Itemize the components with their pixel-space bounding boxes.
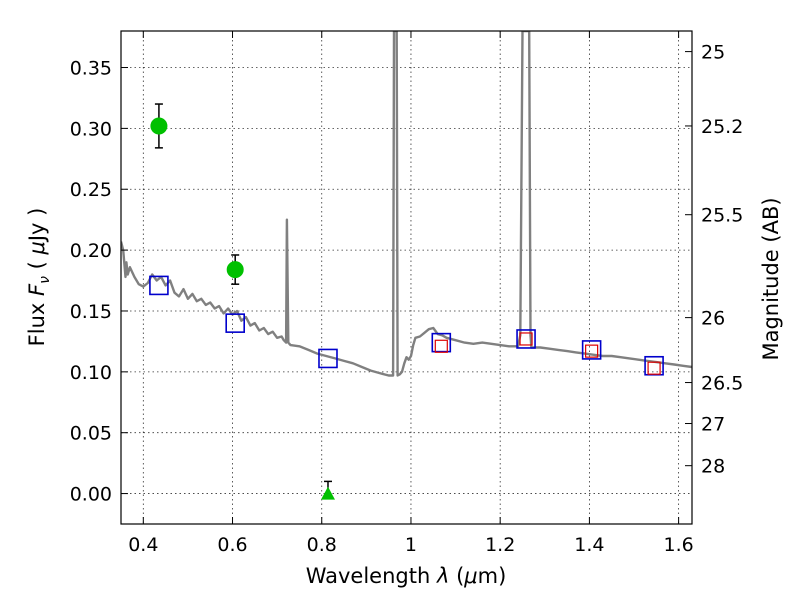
x-tick-label: 0.8 xyxy=(307,534,337,556)
y-axis-label: Flux Fν ( μJy ) xyxy=(25,208,53,347)
model-photometry-square xyxy=(149,275,169,296)
model-photometry-square xyxy=(581,340,602,360)
y-tick-label: 0.25 xyxy=(70,179,112,201)
y2-axis-label: Magnitude (AB) xyxy=(759,197,783,360)
plot-frame xyxy=(120,30,693,525)
y-tick-label: 0.10 xyxy=(70,362,112,384)
observed-photometry-square xyxy=(647,361,661,375)
y-tick-label: 0.00 xyxy=(70,484,112,506)
plot-background xyxy=(121,31,692,524)
series-layer xyxy=(121,31,692,500)
model-photometry-square xyxy=(318,348,338,369)
x-axis-label: Wavelength λ (μm) xyxy=(306,564,507,588)
observed-flux-point xyxy=(150,117,168,135)
x-tick-label: 1.2 xyxy=(485,534,515,556)
x-tick-label: 0.4 xyxy=(128,534,158,556)
grid-layer xyxy=(121,31,692,524)
y2-tick-label: 25.5 xyxy=(701,205,743,227)
model-photometry-square xyxy=(431,332,452,353)
y2-tick-label: 27 xyxy=(701,414,725,436)
y2-tick-label: 25 xyxy=(701,42,725,64)
y2-tick-label: 28 xyxy=(701,456,725,478)
y-tick-label: 0.30 xyxy=(70,118,112,140)
observed-photometry-square xyxy=(519,332,533,346)
y2-tick-label: 26 xyxy=(701,308,725,330)
observed-flux-point xyxy=(226,261,244,279)
y-tick-label: 0.20 xyxy=(70,240,112,262)
x-tick-label: 0.6 xyxy=(217,534,247,556)
x-tick-label: 1 xyxy=(405,534,417,556)
x-tick-label: 1.4 xyxy=(574,534,604,556)
x-tick-label: 1.6 xyxy=(664,534,694,556)
y-tick-label: 0.35 xyxy=(70,58,112,80)
model-photometry-square xyxy=(225,313,245,333)
model-photometry-square xyxy=(516,329,536,349)
observed-photometry-square xyxy=(585,344,599,358)
y-tick-label: 0.05 xyxy=(70,423,112,445)
y2-tick-label: 26.5 xyxy=(701,373,743,395)
y-tick-label: 0.15 xyxy=(70,301,112,323)
observed-photometry-square xyxy=(434,339,448,353)
upper-limit-triangle xyxy=(320,486,335,500)
y2-tick-label: 25.2 xyxy=(701,116,743,138)
tick-layer: 0.4 0.6 0.8 1 1.2 1.4 1.6 0.00 0.05 0.10 0.15 0.20 0… xyxy=(70,31,743,556)
